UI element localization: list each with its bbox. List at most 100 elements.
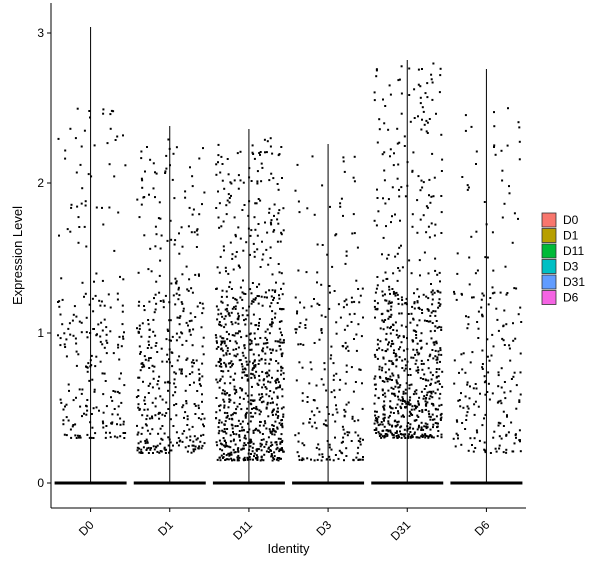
data-point (259, 151, 262, 153)
data-point (86, 336, 89, 339)
data-point (202, 353, 205, 356)
data-point (479, 392, 481, 395)
data-point (110, 422, 113, 425)
data-point (428, 355, 431, 358)
data-point (404, 358, 407, 361)
data-point (191, 425, 194, 428)
data-point (242, 181, 245, 184)
data-point (279, 348, 282, 351)
data-point (277, 415, 280, 417)
data-point (244, 323, 247, 326)
data-point (434, 325, 437, 328)
data-point (152, 445, 155, 448)
data-point (506, 292, 509, 294)
data-point (76, 107, 79, 110)
data-point (179, 315, 182, 318)
data-point (266, 341, 269, 344)
data-point (149, 432, 152, 435)
data-point (138, 451, 141, 454)
data-point (250, 376, 253, 379)
data-point (399, 405, 402, 408)
data-point (388, 423, 391, 426)
data-point (381, 290, 384, 293)
x-axis-title: Identity (268, 541, 310, 556)
data-point (85, 366, 88, 368)
data-point (493, 291, 496, 294)
data-point (84, 200, 87, 203)
data-point (377, 415, 380, 418)
data-point (397, 434, 400, 437)
data-point (279, 386, 281, 389)
data-point (193, 362, 195, 365)
data-point (246, 378, 249, 381)
data-point (221, 375, 224, 378)
data-point (337, 303, 340, 306)
data-point (181, 343, 184, 346)
data-point (280, 308, 283, 310)
data-point (271, 430, 274, 433)
data-point (222, 456, 225, 459)
data-point (398, 269, 401, 272)
data-point (117, 405, 120, 408)
data-point (264, 330, 267, 333)
data-point (384, 202, 387, 205)
data-point (83, 129, 86, 132)
data-point (65, 338, 68, 341)
data-point (376, 348, 379, 351)
data-point (141, 366, 144, 369)
data-point (339, 316, 342, 319)
data-point (226, 199, 229, 202)
data-point (306, 207, 309, 210)
data-point (382, 236, 385, 239)
data-point (433, 329, 436, 332)
data-point (405, 325, 408, 328)
data-point (440, 133, 443, 136)
data-point (430, 195, 433, 198)
data-point (167, 389, 169, 392)
data-point (112, 110, 115, 113)
data-point (497, 329, 500, 332)
data-point (333, 290, 336, 292)
data-point (227, 313, 230, 316)
data-point (355, 349, 358, 352)
data-point (238, 456, 241, 459)
data-point (430, 291, 433, 294)
data-point (477, 337, 480, 339)
data-point (233, 451, 236, 454)
data-point (456, 434, 459, 437)
data-point (398, 195, 401, 198)
data-point (386, 257, 389, 260)
data-point (277, 212, 280, 215)
data-point (251, 367, 254, 370)
data-point (241, 429, 243, 432)
data-point (501, 179, 504, 182)
data-point (398, 141, 401, 144)
data-point (217, 313, 220, 316)
data-point (439, 67, 442, 70)
data-point (423, 425, 426, 428)
data-point (182, 404, 185, 407)
data-point (79, 405, 82, 408)
data-point (430, 435, 433, 438)
data-point (417, 83, 420, 86)
data-point (426, 206, 429, 209)
data-point (140, 432, 143, 435)
data-point (58, 234, 60, 237)
data-point (376, 302, 379, 305)
data-point (302, 343, 305, 346)
data-point (374, 414, 377, 417)
data-point (422, 110, 425, 113)
data-point (410, 413, 413, 415)
data-point (343, 432, 346, 435)
data-point (265, 248, 268, 251)
data-point (81, 187, 84, 190)
data-point (249, 402, 252, 405)
data-point (259, 459, 262, 462)
data-point (108, 206, 111, 209)
data-point (423, 251, 426, 254)
data-point (191, 371, 194, 374)
data-point (426, 308, 429, 311)
data-point (428, 397, 431, 400)
data-point (404, 302, 407, 304)
data-point (477, 327, 480, 330)
